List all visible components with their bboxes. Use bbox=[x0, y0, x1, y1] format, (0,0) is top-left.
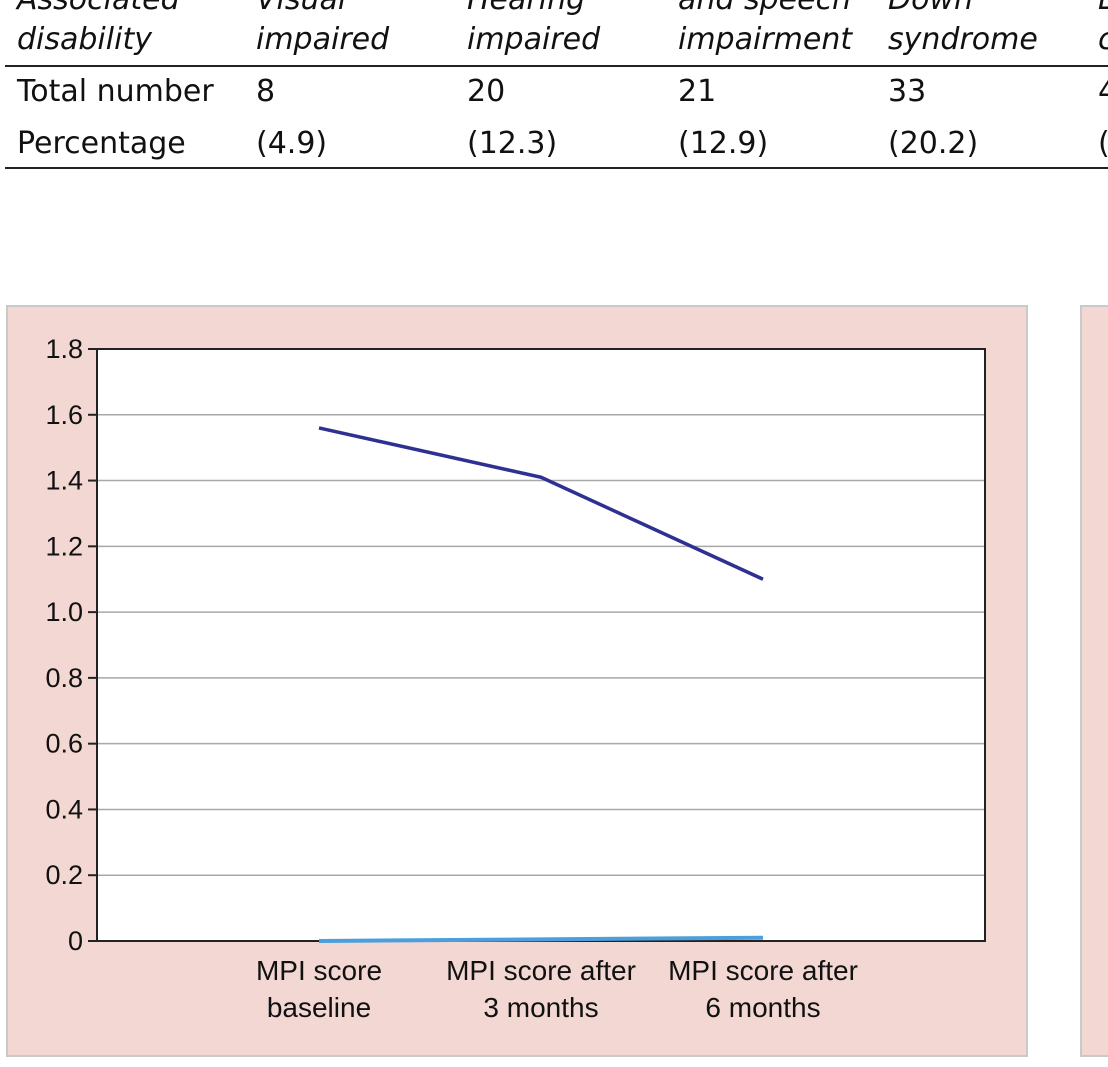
cell-pct-hearing: (12.3) bbox=[467, 126, 558, 161]
x-category-label: MPI score after 6 months bbox=[668, 955, 858, 1023]
cell-pct-next: ( bbox=[1098, 126, 1108, 162]
x-category-label-line: 6 months bbox=[705, 992, 820, 1023]
col-header-3-line2: impairment bbox=[678, 22, 853, 57]
cell-pct-visual: (4.9) bbox=[256, 126, 328, 161]
y-tick-label: 0 bbox=[68, 926, 83, 956]
col-header-4-line1: Down bbox=[888, 0, 973, 18]
x-category-label: MPI score baseline bbox=[256, 955, 382, 1023]
row-label-total: Total number bbox=[17, 74, 214, 109]
cell-total-visual: 8 bbox=[256, 74, 276, 109]
cell-pct-speech: (12.9) bbox=[678, 126, 769, 161]
y-tick-label: 0.6 bbox=[45, 729, 83, 759]
x-category-label: MPI score after 3 months bbox=[446, 955, 636, 1023]
y-tick-label: 1.8 bbox=[45, 334, 83, 364]
table-bottom-rule bbox=[5, 167, 1108, 169]
y-tick-label: 0.2 bbox=[45, 860, 83, 890]
chart-panel-right-edge bbox=[1080, 305, 1108, 1057]
gridlines bbox=[97, 414, 985, 876]
y-axis-ticks: 0 0.2 0.4 0.6 0.8 1.0 1.2 1.4 1.6 1.8 bbox=[45, 334, 97, 956]
y-tick-label: 0.4 bbox=[45, 794, 83, 824]
col-header-1-line2: impaired bbox=[256, 22, 390, 57]
col-header-0-line2: disability bbox=[17, 22, 152, 57]
cell-total-next: 4 bbox=[1098, 74, 1108, 109]
col-header-5-line1: B bbox=[1098, 0, 1108, 18]
series-line-1 bbox=[318, 426, 764, 581]
col-header-1-line1: Visual bbox=[256, 0, 346, 18]
header-rule bbox=[5, 65, 1108, 67]
series bbox=[318, 426, 764, 943]
x-category-label-line: 3 months bbox=[483, 992, 598, 1023]
cell-pct-down: (20.2) bbox=[888, 126, 979, 161]
cell-total-hearing: 20 bbox=[467, 74, 506, 109]
row-label-percentage: Percentage bbox=[17, 126, 186, 161]
x-category-label-line: MPI score after bbox=[446, 955, 636, 986]
x-category-label-line: baseline bbox=[267, 992, 371, 1023]
y-tick-label: 1.2 bbox=[45, 531, 83, 561]
series-line-2 bbox=[318, 935, 764, 943]
plot-area bbox=[97, 349, 985, 941]
col-header-2-line1: Hearing bbox=[467, 0, 585, 18]
cell-total-down: 33 bbox=[888, 74, 927, 109]
cell-total-speech: 21 bbox=[678, 74, 717, 109]
col-header-4-line2: syndrome bbox=[888, 22, 1038, 57]
y-tick-label: 1.4 bbox=[45, 466, 83, 496]
y-tick-label: 1.0 bbox=[45, 597, 83, 627]
col-header-0-line1: Associated bbox=[17, 0, 180, 18]
x-category-label-line: MPI score bbox=[256, 955, 382, 986]
y-tick-label: 0.8 bbox=[45, 663, 83, 693]
x-axis-categories: MPI score baseline MPI score after 3 months… bbox=[256, 955, 858, 1023]
disability-table: Associated Visual Hearing and speech Dow… bbox=[0, 0, 1108, 170]
y-tick-label: 1.6 bbox=[45, 400, 83, 430]
x-category-label-line: MPI score after bbox=[668, 955, 858, 986]
col-header-2-line2: impaired bbox=[467, 22, 601, 57]
col-header-5-line2: c bbox=[1098, 22, 1108, 58]
col-header-3-line1: and speech bbox=[678, 0, 851, 18]
